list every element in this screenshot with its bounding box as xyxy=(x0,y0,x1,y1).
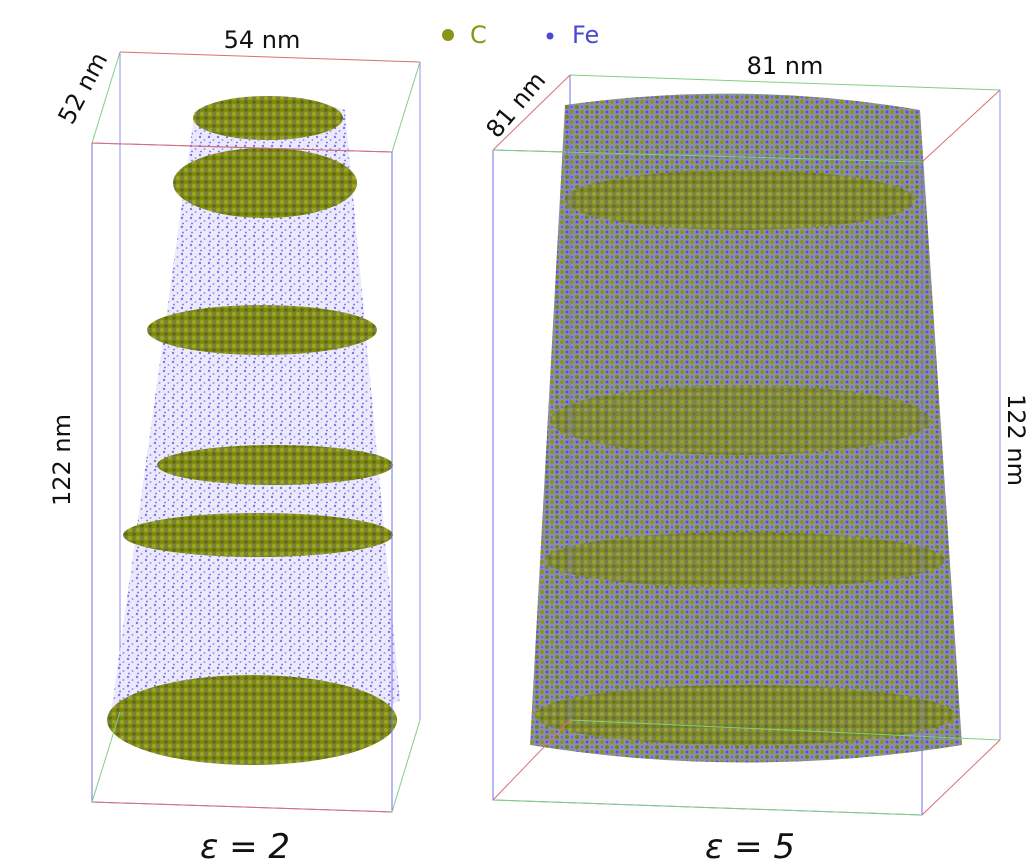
width-label: 54 nm xyxy=(224,26,301,54)
box-edge xyxy=(91,51,121,144)
panel-right: 81 nm 81 nm 122 nm ε = 5 xyxy=(480,52,1027,864)
c-band xyxy=(535,685,955,745)
depth-label: 52 nm xyxy=(53,48,114,129)
legend-marker xyxy=(442,29,454,41)
box-edge xyxy=(492,149,923,163)
strain-label: ε = 5 xyxy=(705,827,795,864)
c-band xyxy=(107,675,397,765)
legend-marker xyxy=(546,32,554,40)
panel-left: 54 nm 52 nm 122 nm ε = 2 xyxy=(48,26,421,864)
c-band xyxy=(193,96,343,140)
height-label: 122 nm xyxy=(1002,394,1027,486)
fe-cloud xyxy=(110,97,400,756)
height-label: 122 nm xyxy=(48,414,76,506)
c-band xyxy=(545,532,945,588)
box-edge xyxy=(921,739,1001,816)
box-edge xyxy=(91,711,121,803)
legend: C Fe xyxy=(442,21,599,49)
c-band xyxy=(147,305,377,355)
width-label: 81 nm xyxy=(747,52,824,80)
depth-label: 81 nm xyxy=(480,66,551,143)
c-band xyxy=(565,170,915,230)
box-edge xyxy=(921,89,1001,163)
strain-label: ε = 2 xyxy=(200,827,290,864)
box-edge xyxy=(119,51,421,63)
box-edge xyxy=(391,61,421,153)
box-edge xyxy=(569,719,1001,741)
box-edge xyxy=(91,142,393,153)
c-band xyxy=(157,445,393,485)
box-edge xyxy=(492,74,571,151)
box-edge xyxy=(391,719,421,813)
c-band xyxy=(123,513,393,557)
box-edge xyxy=(492,799,923,816)
legend-label: C xyxy=(470,21,487,49)
box-edge xyxy=(91,801,393,813)
c-band xyxy=(173,148,357,218)
box-edge xyxy=(569,74,1001,91)
box-edge xyxy=(492,719,571,801)
c-band xyxy=(550,385,930,455)
legend-label: Fe xyxy=(572,21,599,49)
